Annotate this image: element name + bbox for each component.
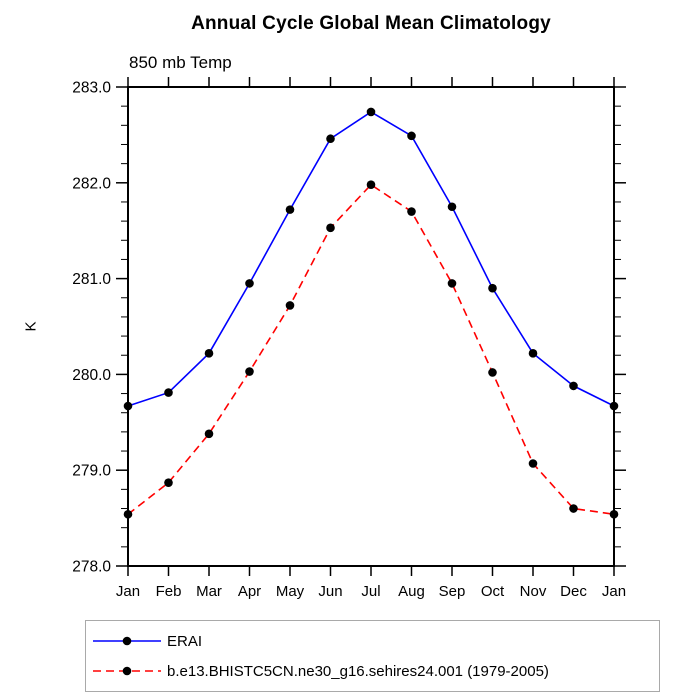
- data-point: [609, 401, 619, 411]
- data-point: [447, 279, 457, 288]
- data-point: [245, 279, 254, 288]
- x-tick-label: May: [276, 583, 305, 600]
- chart-title: Annual Cycle Global Mean Climatology: [191, 13, 551, 34]
- data-point: [528, 349, 538, 358]
- data-point: [528, 459, 538, 468]
- data-point: [326, 223, 335, 233]
- series-line-0: [127, 110, 615, 407]
- x-tick-label: Oct: [481, 583, 505, 600]
- data-point: [407, 131, 416, 141]
- x-tick-label: Feb: [156, 583, 182, 600]
- y-tick-label: 278.0: [72, 559, 111, 576]
- legend-label-erai: ERAI: [167, 632, 203, 650]
- x-tick-label: Sep: [439, 583, 466, 600]
- data-point: [609, 509, 619, 519]
- plot-area: Jan Feb Mar Apr May Jun Jul Aug Sep Oct Nov Dec Jan 2…: [72, 77, 626, 600]
- x-tick-label: Nov: [520, 583, 547, 600]
- legend-dashed-line-icon: [93, 666, 161, 676]
- data-point: [407, 207, 416, 216]
- data-point: [447, 202, 457, 212]
- plot-frame: [127, 86, 615, 567]
- x-tick-label: Jul: [361, 583, 380, 600]
- x-tick-label: Mar: [196, 583, 222, 600]
- legend-marker-dot-icon: [122, 636, 132, 646]
- x-tick-label: Dec: [560, 583, 587, 600]
- legend: ERAI b.e13.BHISTC5CN.ne30_g16.sehires24.…: [85, 620, 660, 692]
- chart-subtitle: 850 mb Temp: [129, 53, 232, 72]
- data-point: [123, 509, 133, 519]
- data-point: [569, 381, 578, 391]
- data-point: [326, 134, 335, 144]
- legend-label-model: b.e13.BHISTC5CN.ne30_g16.sehires24.001 (…: [167, 662, 549, 680]
- series-line-1: [127, 183, 615, 516]
- y-tick-label: 283.0: [72, 80, 111, 97]
- legend-item-model: b.e13.BHISTC5CN.ne30_g16.sehires24.001 (…: [90, 656, 659, 686]
- data-point: [204, 349, 214, 358]
- data-point: [164, 388, 173, 397]
- y-tick-label: 282.0: [72, 175, 111, 192]
- legend-marker-dot-icon: [122, 666, 132, 676]
- y-tick-label: 281.0: [72, 271, 111, 288]
- data-point: [488, 368, 497, 377]
- legend-item-erai: ERAI: [90, 626, 659, 656]
- x-tick-label: Jun: [318, 583, 342, 600]
- x-tick-label: Jan: [116, 583, 140, 600]
- data-point: [285, 205, 295, 214]
- x-tick-label: Jan: [602, 583, 626, 600]
- data-point: [366, 180, 376, 190]
- legend-solid-line-icon: [93, 636, 161, 646]
- data-point: [164, 478, 173, 487]
- data-point: [366, 107, 376, 117]
- data-point: [285, 301, 295, 310]
- data-point: [123, 401, 133, 411]
- x-tick-label: Aug: [398, 583, 425, 600]
- data-point: [569, 504, 578, 513]
- x-tick-label: Apr: [238, 583, 261, 600]
- data-point: [204, 429, 214, 439]
- data-point: [245, 367, 254, 376]
- y-tick-label: 279.0: [72, 463, 111, 480]
- data-point: [488, 283, 497, 293]
- y-tick-label: 280.0: [72, 367, 111, 384]
